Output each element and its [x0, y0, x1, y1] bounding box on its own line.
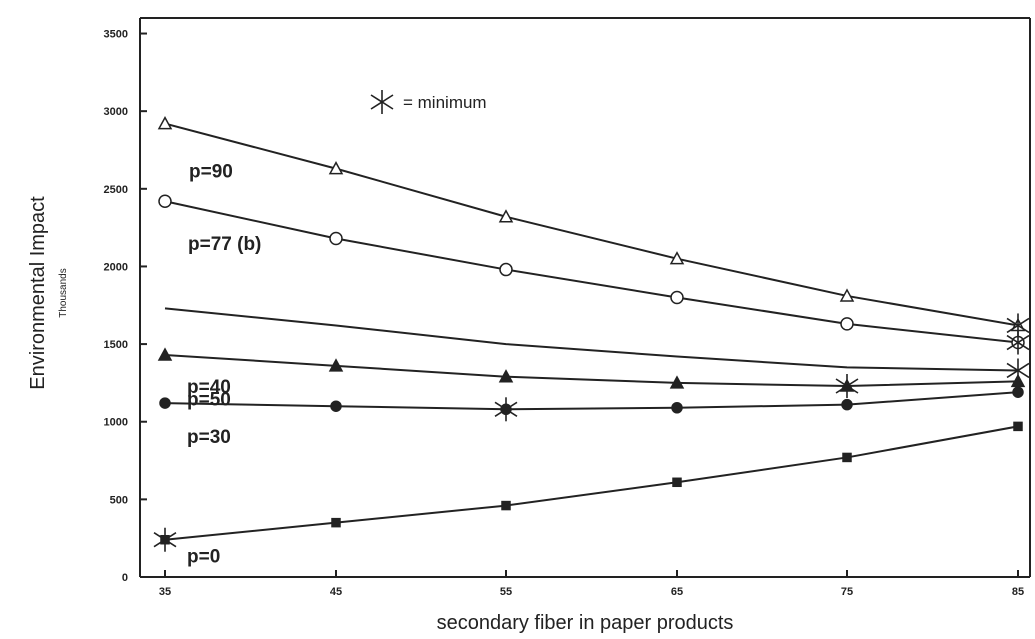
filled-circle-marker [671, 401, 683, 414]
filled-square-marker [331, 517, 341, 528]
star-stroke [1006, 334, 1030, 351]
series-line [164, 122, 1019, 327]
open-circle-marker [158, 194, 172, 208]
series-line [164, 391, 1019, 411]
x-tick-label: 35 [159, 586, 171, 598]
x-tick-label: 85 [1012, 586, 1024, 598]
filled-circle-marker [330, 400, 342, 412]
filled-square-marker [501, 500, 511, 511]
legend: = minimum [370, 90, 487, 114]
series-p-90 [157, 116, 1030, 338]
open-circle-marker [670, 290, 684, 305]
x-tick-label: 45 [330, 586, 342, 598]
filled-circle-marker [1012, 386, 1024, 398]
minimum-star-marker [1006, 330, 1030, 355]
filled-triangle-marker [328, 358, 344, 372]
minimum-star-marker [835, 374, 859, 399]
series-p-0 [153, 421, 1023, 552]
series-label: p=77 (b) [188, 234, 261, 255]
open-circle-marker [329, 231, 343, 246]
filled-square-marker [842, 452, 852, 463]
series-p-30 [159, 386, 1024, 422]
minimum-star-marker [494, 397, 518, 422]
series-label: p=30 [187, 427, 231, 448]
filled-triangle-marker [1010, 373, 1026, 388]
open-triangle-marker [157, 116, 173, 130]
filled-circle-marker [841, 398, 853, 411]
minimum-star-marker [153, 527, 177, 552]
series-p-40 [157, 347, 1026, 399]
legend-star-icon [370, 90, 394, 114]
star-stroke [153, 532, 177, 548]
open-triangle-marker [498, 209, 514, 223]
x-tick-label: 65 [671, 586, 683, 598]
series-label: p=40 [187, 377, 231, 398]
ticks-layer: 0 500 1000 1500 2000 2500 3000 3500 35 45 55 65 75 85 [104, 29, 1025, 598]
filled-square-marker [1013, 421, 1023, 432]
y-axis-title: Environmental Impact [27, 196, 49, 390]
y-tick-label: 2000 [104, 261, 128, 273]
y-tick-label: 500 [110, 494, 128, 506]
x-tick-label: 75 [841, 586, 853, 598]
y-axis-unit: Thousands [58, 268, 69, 317]
series-line [164, 307, 1019, 372]
open-triangle-marker [839, 288, 855, 302]
filled-triangle-marker [669, 375, 685, 389]
y-tick-label: 0 [122, 572, 128, 584]
series-line [164, 200, 1019, 344]
filled-circle-marker [159, 397, 171, 409]
open-triangle-marker [669, 251, 685, 265]
filled-triangle-marker [157, 347, 173, 361]
series-p-50 [164, 307, 1030, 383]
series-label: p=90 [189, 162, 233, 183]
star-stroke [835, 378, 859, 394]
filled-square-marker [672, 477, 682, 488]
y-tick-label: 1000 [104, 417, 128, 429]
x-axis-title: secondary fiber in paper products [437, 612, 734, 634]
y-tick-label: 3000 [104, 106, 128, 118]
series-line [164, 425, 1019, 541]
star-stroke [1006, 317, 1030, 334]
open-triangle-marker [328, 161, 344, 175]
legend-text: = minimum [403, 93, 487, 112]
x-tick-label: 55 [500, 586, 512, 598]
series-line [164, 353, 1019, 388]
series-label: p=0 [187, 547, 220, 568]
labels-layer: p=90 p=77 (b) p=50p=40 p=30 p=0 [187, 162, 261, 568]
y-tick-label: 1500 [104, 339, 128, 351]
series-layer [153, 116, 1030, 552]
series-p-77-b- [158, 194, 1030, 355]
y-tick-label: 2500 [104, 184, 128, 196]
open-circle-marker [499, 262, 513, 277]
open-circle-marker [840, 317, 854, 331]
y-tick-label: 3500 [104, 29, 128, 41]
series-label: p=50 [187, 389, 231, 410]
axes-layer [139, 17, 1031, 578]
filled-triangle-marker [498, 369, 514, 383]
star-stroke [1006, 362, 1030, 379]
star-stroke [494, 401, 518, 417]
